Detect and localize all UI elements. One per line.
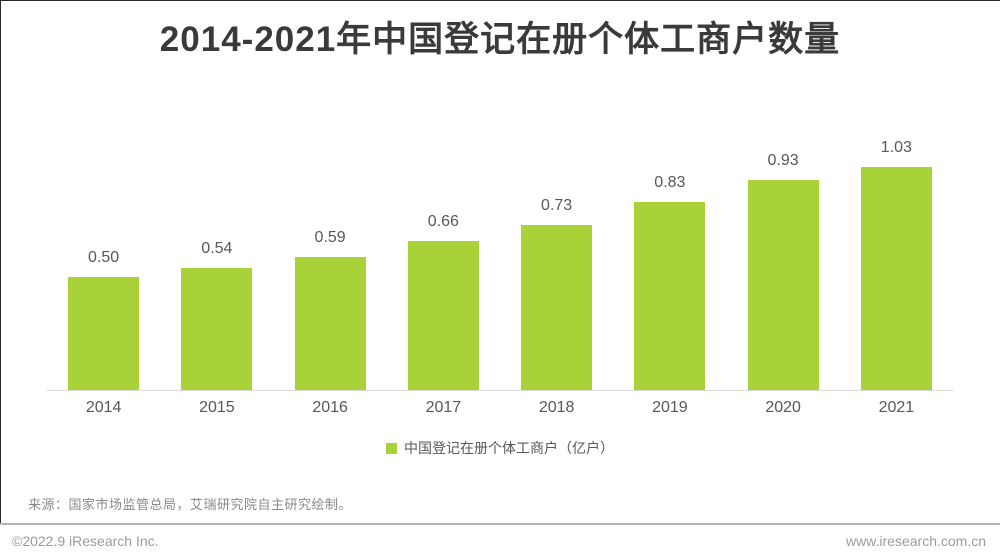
bar-column-2016: 0.59 [274, 140, 387, 390]
bar-value-label: 0.59 [314, 229, 346, 246]
bar-value-label: 0.50 [88, 249, 120, 266]
bar-2019 [634, 202, 706, 390]
bar-column-2019: 0.83 [613, 140, 726, 390]
footer-divider [0, 523, 1000, 525]
footer-copyright: ©2022.9 iResearch Inc. [12, 533, 159, 549]
bar-column-2020: 0.93 [727, 140, 840, 390]
x-tick-label-2017: 2017 [425, 399, 462, 416]
bar-chart: 0.50 0.54 0.59 0.66 0.73 0.83 0.93 1.03 2014 201… [47, 140, 953, 416]
x-tick-label-2019: 2019 [652, 399, 688, 416]
x-tick-label-2021: 2021 [878, 399, 915, 416]
chart-title: 2014-2021年中国登记在册个体工商户数量 [159, 20, 841, 59]
legend-label: 中国登记在册个体工商户（亿户） [404, 440, 614, 456]
bar-value-label: 1.03 [880, 139, 912, 156]
x-tick-label-2016: 2016 [312, 399, 348, 416]
bar-value-label: 0.73 [541, 197, 573, 214]
bar-2017 [407, 241, 479, 390]
bar-column-2018: 0.73 [500, 140, 613, 390]
source-note: 来源：国家市场监管总局，艾瑞研究院自主研究绘制。 [28, 497, 353, 512]
bar-2016 [294, 257, 366, 390]
x-tick-label-2018: 2018 [538, 399, 575, 416]
legend-square-icon [386, 442, 397, 454]
x-axis-labels: 2014 2015 2016 2017 2018 2019 2020 2021 [47, 391, 953, 416]
x-tick-label-2015: 2015 [199, 399, 235, 416]
bar-2020 [747, 180, 819, 390]
bar-2015 [181, 268, 253, 390]
bar-2018 [521, 225, 593, 390]
bar-2021 [860, 167, 932, 390]
bar-column-2017: 0.66 [387, 140, 500, 390]
screenshot-top-border [0, 0, 1000, 1]
footer-website: www.iresearch.com.cn [845, 533, 986, 549]
bar-column-2021: 1.03 [840, 140, 953, 390]
bar-2014 [68, 277, 140, 390]
bar-column-2015: 0.54 [160, 140, 273, 390]
screenshot-left-border [0, 0, 1, 524]
bar-value-label: 0.54 [201, 240, 233, 257]
bar-column-2014: 0.50 [47, 140, 160, 390]
x-tick-label-2014: 2014 [85, 399, 122, 416]
bar-value-label: 0.66 [427, 213, 459, 230]
chart-legend: 中国登记在册个体工商户（亿户） [0, 438, 1000, 458]
plot-area: 0.50 0.54 0.59 0.66 0.73 0.83 0.93 1.03 [47, 140, 953, 391]
x-tick-label-2020: 2020 [765, 399, 801, 416]
bar-value-label: 0.83 [654, 174, 686, 191]
bar-value-label: 0.93 [767, 152, 799, 169]
